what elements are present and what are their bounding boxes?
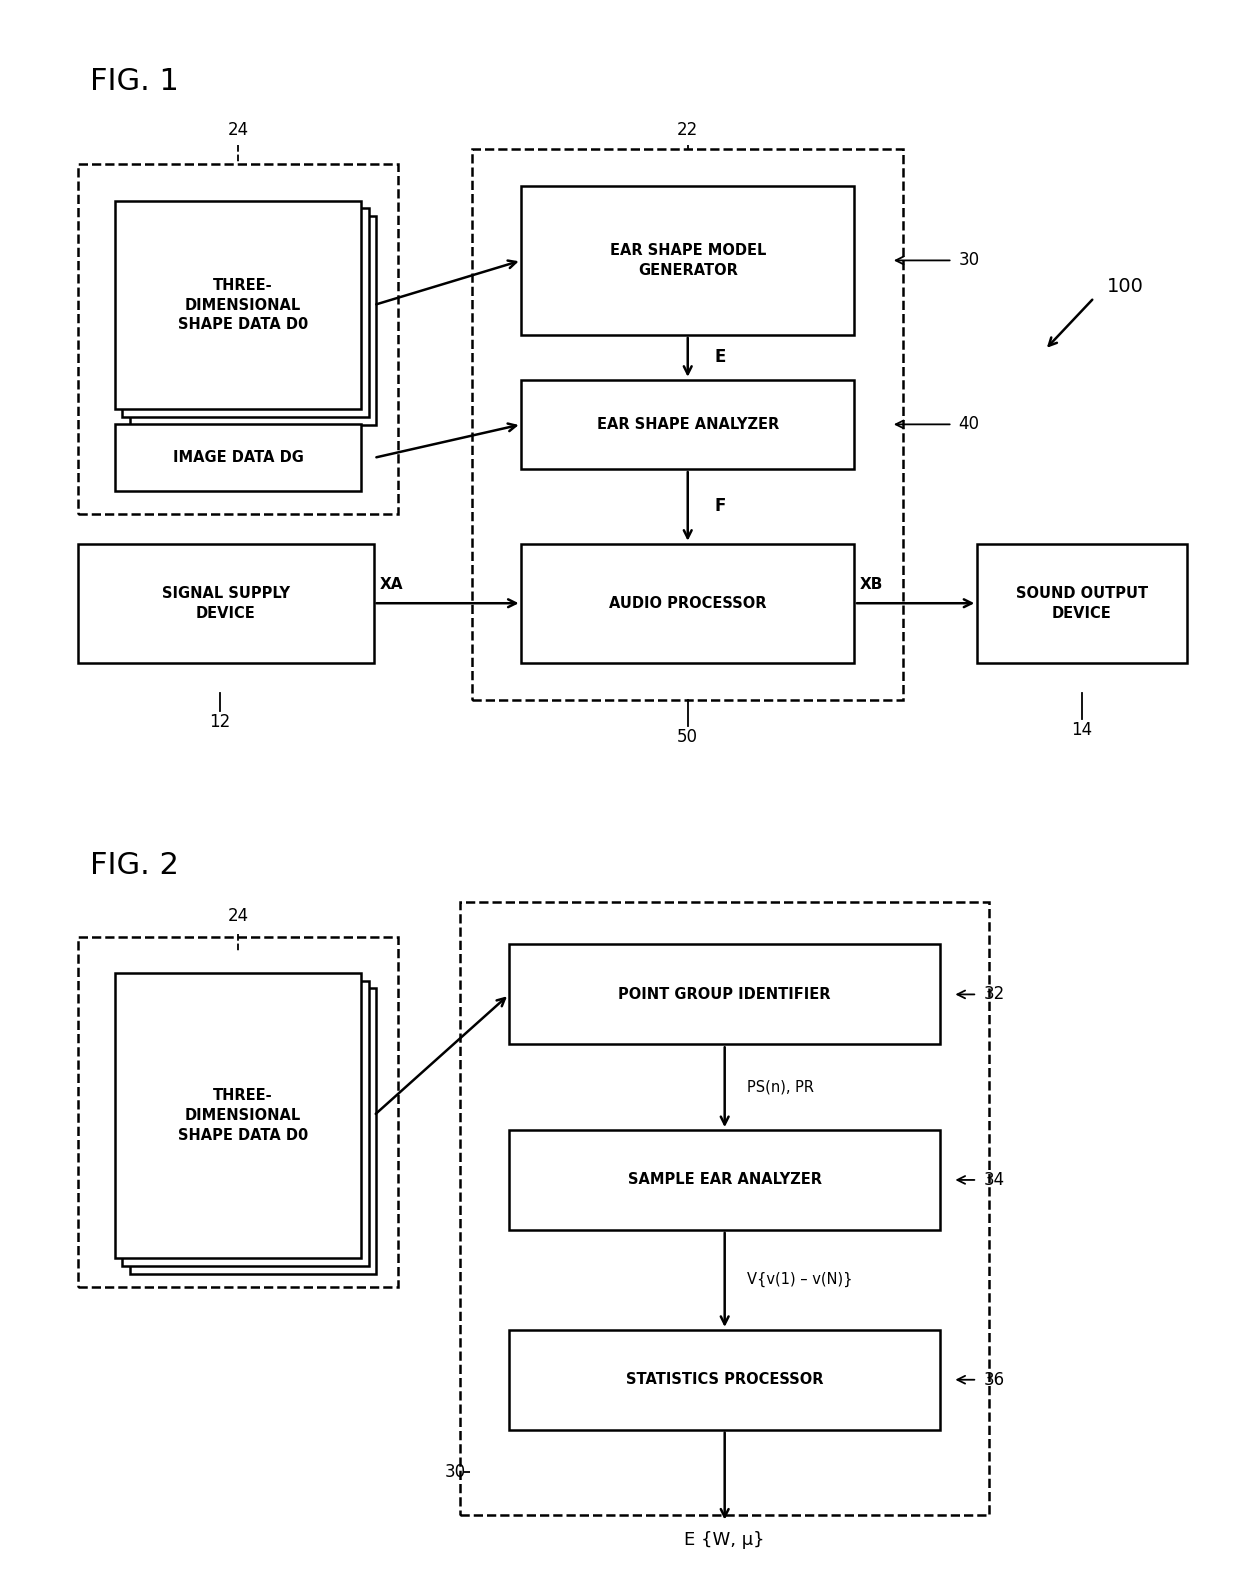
- Text: 14: 14: [1071, 720, 1092, 740]
- Text: 34: 34: [983, 1172, 1004, 1189]
- Text: 12: 12: [210, 714, 231, 732]
- Text: 24: 24: [228, 907, 249, 925]
- Text: 22: 22: [677, 121, 698, 139]
- Text: E: E: [714, 349, 727, 367]
- FancyBboxPatch shape: [522, 379, 854, 469]
- FancyBboxPatch shape: [510, 1329, 940, 1430]
- Text: FIG. 2: FIG. 2: [91, 851, 180, 880]
- Text: POINT GROUP IDENTIFIER: POINT GROUP IDENTIFIER: [619, 987, 831, 1003]
- Text: 50: 50: [677, 728, 698, 746]
- Text: 30: 30: [445, 1463, 466, 1481]
- Text: 36: 36: [983, 1371, 1004, 1388]
- Text: SIGNAL SUPPLY
DEVICE: SIGNAL SUPPLY DEVICE: [162, 587, 290, 620]
- Text: 30: 30: [959, 252, 980, 269]
- Text: XA: XA: [379, 577, 403, 591]
- FancyBboxPatch shape: [522, 186, 854, 335]
- Text: E {W, μ}: E {W, μ}: [684, 1532, 765, 1549]
- Text: 24: 24: [228, 121, 249, 139]
- Text: STATISTICS PROCESSOR: STATISTICS PROCESSOR: [626, 1372, 823, 1387]
- Text: SAMPLE EAR ANALYZER: SAMPLE EAR ANALYZER: [627, 1173, 822, 1188]
- Text: THREE-
DIMENSIONAL
SHAPE DATA D0: THREE- DIMENSIONAL SHAPE DATA D0: [179, 1089, 309, 1143]
- Text: SOUND OUTPUT
DEVICE: SOUND OUTPUT DEVICE: [1016, 587, 1148, 620]
- FancyBboxPatch shape: [522, 544, 854, 663]
- Text: THREE-
DIMENSIONAL
SHAPE DATA D0: THREE- DIMENSIONAL SHAPE DATA D0: [179, 277, 309, 333]
- Text: 100: 100: [1106, 277, 1143, 296]
- Text: XB: XB: [861, 577, 884, 591]
- FancyBboxPatch shape: [123, 980, 368, 1266]
- Text: F: F: [714, 497, 727, 515]
- Text: AUDIO PROCESSOR: AUDIO PROCESSOR: [609, 596, 766, 611]
- Text: EAR SHAPE ANALYZER: EAR SHAPE ANALYZER: [596, 418, 779, 432]
- FancyBboxPatch shape: [115, 972, 361, 1258]
- Text: PS(n), PR: PS(n), PR: [746, 1079, 813, 1095]
- Text: IMAGE DATA DG: IMAGE DATA DG: [172, 451, 304, 465]
- FancyBboxPatch shape: [130, 988, 376, 1274]
- Text: EAR SHAPE MODEL
GENERATOR: EAR SHAPE MODEL GENERATOR: [610, 242, 766, 277]
- Text: 32: 32: [983, 985, 1004, 1003]
- FancyBboxPatch shape: [78, 544, 373, 663]
- FancyBboxPatch shape: [510, 945, 940, 1044]
- FancyBboxPatch shape: [123, 209, 368, 418]
- FancyBboxPatch shape: [130, 217, 376, 424]
- FancyBboxPatch shape: [115, 424, 361, 491]
- Text: 40: 40: [959, 416, 980, 434]
- Text: FIG. 1: FIG. 1: [91, 67, 180, 96]
- FancyBboxPatch shape: [115, 201, 361, 410]
- FancyBboxPatch shape: [510, 1130, 940, 1231]
- Text: V{v(1) – v(N)}: V{v(1) – v(N)}: [746, 1272, 852, 1288]
- FancyBboxPatch shape: [977, 544, 1187, 663]
